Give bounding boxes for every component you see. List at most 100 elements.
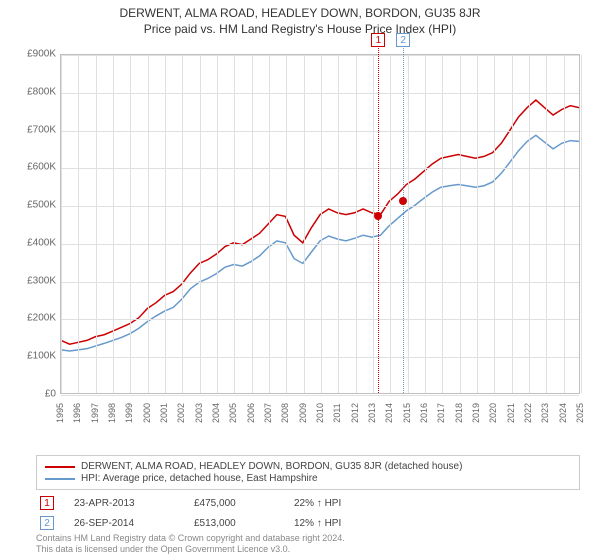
gridline-h <box>61 282 579 283</box>
marker-box: 2 <box>396 33 410 47</box>
legend-row: DERWENT, ALMA ROAD, HEADLEY DOWN, BORDON… <box>45 461 571 472</box>
chart-subtitle: Price paid vs. HM Land Registry's House … <box>0 22 600 36</box>
legend-swatch <box>45 478 75 480</box>
x-axis-label: 2016 <box>419 398 429 428</box>
sale-hpi: 12% ↑ HPI <box>294 518 374 529</box>
gridline-h <box>61 93 579 94</box>
gridline-h <box>61 395 579 396</box>
sale-point <box>399 197 407 205</box>
gridline-v <box>165 55 166 393</box>
legend-swatch <box>45 466 75 468</box>
legend-area: DERWENT, ALMA ROAD, HEADLEY DOWN, BORDON… <box>36 455 580 530</box>
sale-marker: 1 <box>40 496 54 510</box>
gridline-v <box>408 55 409 393</box>
x-axis-label: 2015 <box>402 398 412 428</box>
plot-area: 12 <box>60 54 580 394</box>
gridline-h <box>61 131 579 132</box>
x-axis-label: 1995 <box>55 398 65 428</box>
y-axis-label: £900K <box>10 49 56 60</box>
gridline-v <box>148 55 149 393</box>
x-axis-label: 2020 <box>488 398 498 428</box>
sales-rows: 123-APR-2013£475,00022% ↑ HPI226-SEP-201… <box>36 496 580 530</box>
gridline-v <box>252 55 253 393</box>
gridline-v <box>182 55 183 393</box>
gridline-v <box>390 55 391 393</box>
series-line-derwent <box>61 100 579 344</box>
x-axis-label: 2022 <box>523 398 533 428</box>
y-axis-label: £200K <box>10 313 56 324</box>
title-block: DERWENT, ALMA ROAD, HEADLEY DOWN, BORDON… <box>0 0 600 36</box>
x-axis-label: 2001 <box>159 398 169 428</box>
chart-lines <box>61 55 579 393</box>
sale-price: £513,000 <box>194 518 274 529</box>
x-axis-label: 2019 <box>471 398 481 428</box>
chart-container: DERWENT, ALMA ROAD, HEADLEY DOWN, BORDON… <box>0 0 600 560</box>
x-axis-label: 2004 <box>211 398 221 428</box>
x-axis-label: 1996 <box>72 398 82 428</box>
gridline-v <box>546 55 547 393</box>
y-axis-label: £100K <box>10 351 56 362</box>
gridline-v <box>286 55 287 393</box>
gridline-h <box>61 357 579 358</box>
y-axis-label: £600K <box>10 162 56 173</box>
gridline-v <box>425 55 426 393</box>
attribution-line2: This data is licensed under the Open Gov… <box>36 544 345 556</box>
gridline-v <box>477 55 478 393</box>
sale-row: 1 23-APR-2013 £475,000 22% ↑ HPI <box>36 496 580 510</box>
legend-label: DERWENT, ALMA ROAD, HEADLEY DOWN, BORDON… <box>81 461 462 472</box>
gridline-v <box>217 55 218 393</box>
gridline-v <box>564 55 565 393</box>
x-axis-label: 2017 <box>436 398 446 428</box>
sale-date: 23-APR-2013 <box>74 498 174 509</box>
sale-marker: 2 <box>40 516 54 530</box>
legend-row: HPI: Average price, detached house, East… <box>45 473 571 484</box>
gridline-v <box>304 55 305 393</box>
x-axis-label: 2002 <box>176 398 186 428</box>
x-axis-label: 2010 <box>315 398 325 428</box>
x-axis-label: 2025 <box>575 398 585 428</box>
gridline-v <box>269 55 270 393</box>
gridline-v <box>442 55 443 393</box>
x-axis-label: 2023 <box>540 398 550 428</box>
gridline-v <box>338 55 339 393</box>
gridline-v <box>356 55 357 393</box>
y-axis-label: £0 <box>10 389 56 400</box>
x-axis-label: 2014 <box>384 398 394 428</box>
attribution: Contains HM Land Registry data © Crown c… <box>36 533 345 556</box>
x-axis-label: 2024 <box>558 398 568 428</box>
marker-line <box>403 43 404 393</box>
x-axis-label: 1997 <box>90 398 100 428</box>
x-axis-label: 1998 <box>107 398 117 428</box>
legend-label: HPI: Average price, detached house, East… <box>81 473 318 484</box>
chart-title: DERWENT, ALMA ROAD, HEADLEY DOWN, BORDON… <box>0 6 600 20</box>
x-axis-label: 2018 <box>454 398 464 428</box>
gridline-v <box>96 55 97 393</box>
gridline-v <box>581 55 582 393</box>
x-axis-label: 1999 <box>124 398 134 428</box>
sale-hpi: 22% ↑ HPI <box>294 498 374 509</box>
gridline-v <box>373 55 374 393</box>
gridline-h <box>61 319 579 320</box>
x-axis-label: 2013 <box>367 398 377 428</box>
sale-point <box>374 212 382 220</box>
gridline-v <box>78 55 79 393</box>
x-axis-label: 2005 <box>228 398 238 428</box>
x-axis-label: 2009 <box>298 398 308 428</box>
gridline-h <box>61 244 579 245</box>
y-axis-label: £800K <box>10 86 56 97</box>
gridline-v <box>494 55 495 393</box>
y-axis-label: £300K <box>10 275 56 286</box>
x-axis-label: 2000 <box>142 398 152 428</box>
x-axis-label: 2012 <box>350 398 360 428</box>
gridline-v <box>130 55 131 393</box>
x-axis-label: 2021 <box>506 398 516 428</box>
sale-row: 226-SEP-2014£513,00012% ↑ HPI <box>36 516 580 530</box>
gridline-h <box>61 206 579 207</box>
y-axis-label: £400K <box>10 237 56 248</box>
chart-area: 12 £0£100K£200K£300K£400K£500K£600K£700K… <box>10 44 590 424</box>
attribution-line1: Contains HM Land Registry data © Crown c… <box>36 533 345 545</box>
marker-box: 1 <box>371 33 385 47</box>
sale-price: £475,000 <box>194 498 274 509</box>
x-axis-label: 2007 <box>263 398 273 428</box>
gridline-v <box>460 55 461 393</box>
